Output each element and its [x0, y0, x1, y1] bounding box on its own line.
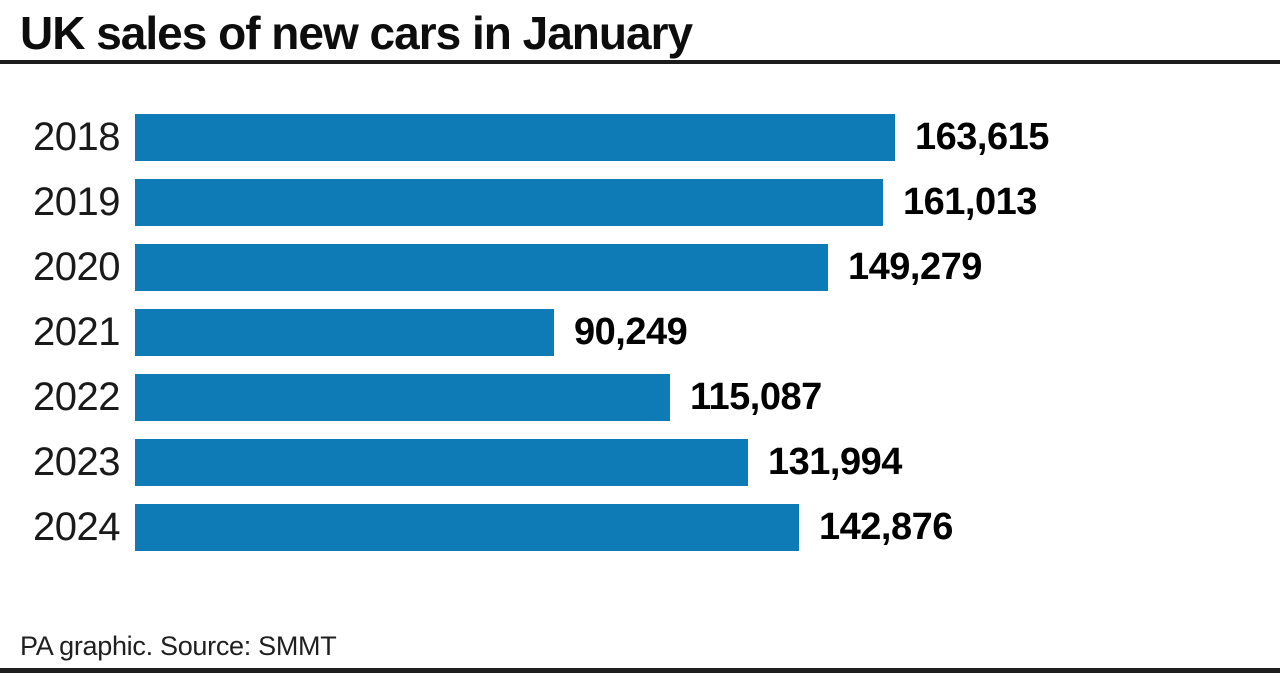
bar	[135, 309, 554, 356]
footer: PA graphic. Source: SMMT	[0, 630, 1280, 673]
category-label: 2023	[33, 440, 120, 484]
page-title: UK sales of new cars in January	[20, 7, 693, 59]
value-label: 90,249	[574, 311, 688, 353]
bar-track: 149,279	[135, 244, 1280, 291]
value-label: 115,087	[690, 376, 822, 418]
value-label: 163,615	[915, 116, 1049, 158]
bar-track: 131,994	[135, 439, 1280, 486]
bar-chart: 2018 163,615 2019 161,013 2020 149,279 2…	[0, 114, 1280, 551]
bar	[135, 179, 883, 226]
category-label: 2024	[33, 505, 120, 549]
bar-track: 90,249	[135, 309, 1280, 356]
category-label: 2020	[33, 245, 120, 289]
bar	[135, 439, 748, 486]
chart-row: 2022 115,087	[0, 374, 1280, 421]
bar	[135, 374, 670, 421]
bar-track: 163,615	[135, 114, 1280, 161]
footer-divider	[0, 668, 1280, 673]
category-label: 2021	[33, 310, 120, 354]
source-credit: PA graphic. Source: SMMT	[20, 631, 337, 661]
bar-track: 115,087	[135, 374, 1280, 421]
bar-track: 142,876	[135, 504, 1280, 551]
chart-row: 2021 90,249	[0, 309, 1280, 356]
bar	[135, 244, 828, 291]
value-label: 161,013	[903, 181, 1037, 223]
value-label: 149,279	[848, 246, 982, 288]
value-label: 131,994	[768, 441, 902, 483]
category-label: 2019	[33, 180, 120, 224]
title-divider	[0, 60, 1280, 64]
chart-row: 2019 161,013	[0, 179, 1280, 226]
bar-track: 161,013	[135, 179, 1280, 226]
chart-row: 2024 142,876	[0, 504, 1280, 551]
category-label: 2018	[33, 115, 120, 159]
bar	[135, 504, 799, 551]
category-label: 2022	[33, 375, 120, 419]
chart-row: 2020 149,279	[0, 244, 1280, 291]
chart-row: 2023 131,994	[0, 439, 1280, 486]
bar	[135, 114, 895, 161]
chart-row: 2018 163,615	[0, 114, 1280, 161]
value-label: 142,876	[819, 506, 953, 548]
